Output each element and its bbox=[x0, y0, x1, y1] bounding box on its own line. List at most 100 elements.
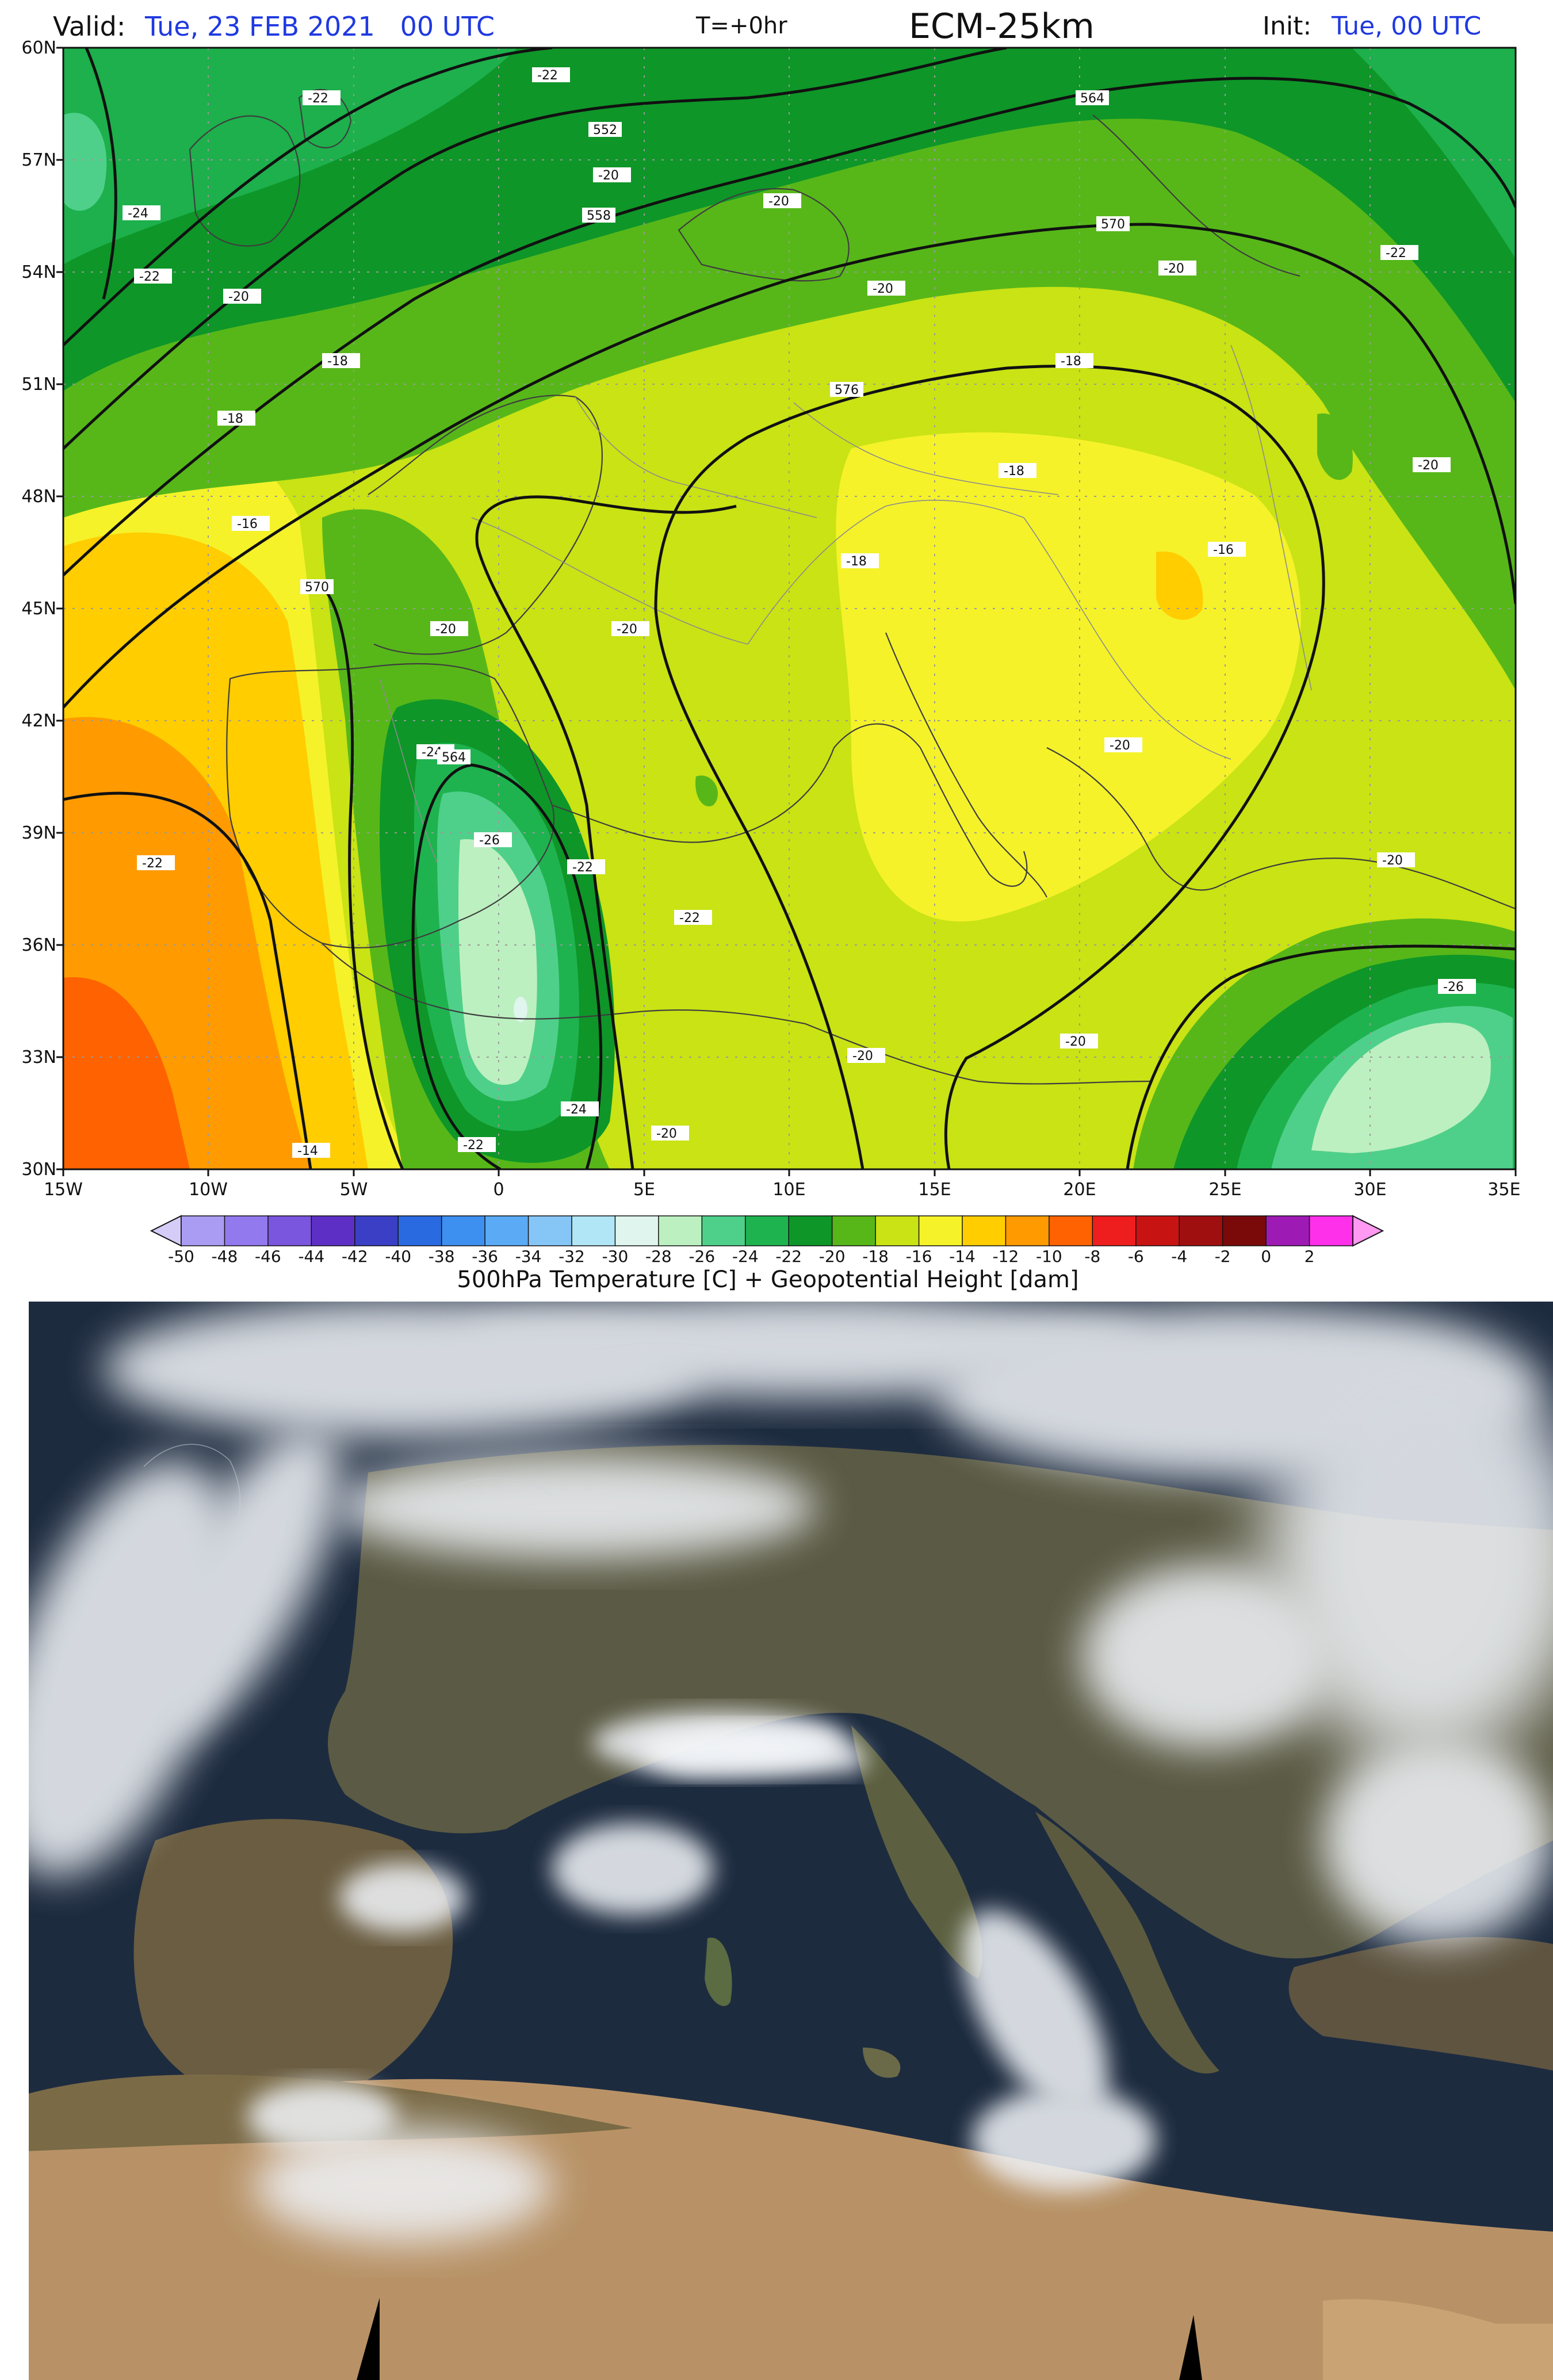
lon-label: 35E bbox=[1487, 1180, 1520, 1200]
colorbar-swatch bbox=[181, 1215, 225, 1246]
colorbar-swatch bbox=[354, 1215, 399, 1246]
temp-label: -22 bbox=[139, 270, 160, 284]
colorbar-low-arrow bbox=[150, 1215, 182, 1247]
temp-label: -20 bbox=[1382, 854, 1403, 868]
contour-label: 576 bbox=[835, 383, 859, 397]
contour-label: 570 bbox=[305, 580, 329, 595]
init-label: Init: bbox=[1263, 12, 1311, 41]
colorbar-swatch bbox=[1309, 1215, 1354, 1246]
colorbar: -50 -48 -46 -44 -42 -40 -38 -36 -34 -32 -30 -28 -26-… bbox=[150, 1215, 1384, 1293]
colorbar-tick-label: -50 bbox=[168, 1247, 194, 1266]
colorbar-swatch bbox=[658, 1215, 703, 1246]
latitude-axis: 60N 57N 54N 51N 48N 45N 42N 39N 36N 33N … bbox=[21, 38, 56, 1180]
colorbar-tick-label: -6 bbox=[1128, 1247, 1144, 1266]
height-contour-labels: 552 558 564 570 576 564 570 bbox=[300, 90, 1130, 765]
colorbar-tick-label: -8 bbox=[1084, 1247, 1100, 1266]
colorbar-tick-label: -28 bbox=[645, 1247, 672, 1266]
colorbar-tick-label: -30 bbox=[602, 1247, 629, 1266]
lat-label: 48N bbox=[21, 487, 56, 507]
colorbar-swatch bbox=[1179, 1215, 1223, 1246]
colorbar-tick-label: -44 bbox=[298, 1247, 324, 1266]
valid-datetime: Tue, 23 FEB 2021 00 UTC bbox=[144, 11, 495, 42]
temperature-field: -22 -22 -24 -22 -20 -18 -18 -16 -20 -20 … bbox=[63, 48, 1516, 1169]
colorbar-tick-label: -18 bbox=[862, 1247, 889, 1266]
colorbar-tick-label: -42 bbox=[342, 1247, 368, 1266]
colorbar-swatch bbox=[918, 1215, 963, 1246]
lat-label: 36N bbox=[21, 935, 56, 955]
lon-label: 15E bbox=[918, 1180, 951, 1200]
axis-ticks bbox=[56, 47, 1517, 1176]
colorbar-tick-label: -38 bbox=[429, 1247, 455, 1266]
colorbar-tick-label: -48 bbox=[212, 1247, 238, 1266]
temp-label: -26 bbox=[1443, 980, 1464, 994]
colorbar-swatch bbox=[788, 1215, 833, 1246]
lon-label: 10W bbox=[189, 1180, 228, 1200]
satellite-image bbox=[29, 1302, 1553, 2380]
temp-label: -20 bbox=[1065, 1035, 1086, 1049]
colorbar-swatch bbox=[397, 1215, 442, 1246]
colorbar-swatch bbox=[1222, 1215, 1267, 1246]
temp-label: -20 bbox=[598, 169, 619, 183]
lat-label: 33N bbox=[21, 1047, 56, 1067]
colorbar-swatch bbox=[614, 1215, 660, 1246]
colorbar-title: 500hPa Temperature [C] + Geopotential He… bbox=[457, 1266, 1078, 1293]
temp-label: -22 bbox=[1386, 246, 1406, 261]
temperature-labels: -22 -22 -24 -22 -20 -18 -18 -16 -20 -20 … bbox=[123, 67, 1476, 1158]
contour-label: 564 bbox=[1080, 91, 1104, 106]
contour-label: 564 bbox=[442, 751, 466, 765]
temp-label: -20 bbox=[1418, 458, 1439, 473]
colorbar-high-arrow bbox=[1352, 1215, 1384, 1247]
colorbar-swatch bbox=[484, 1215, 529, 1246]
colorbar-swatch bbox=[1265, 1215, 1310, 1246]
colorbar-swatches bbox=[181, 1215, 1354, 1246]
lon-label: 5E bbox=[633, 1180, 655, 1200]
temp-label: -18 bbox=[1061, 354, 1081, 369]
temp-label: -20 bbox=[435, 622, 456, 637]
colorbar-tick-label: -16 bbox=[906, 1247, 932, 1266]
lon-label: 0 bbox=[493, 1180, 504, 1200]
lon-label: 15W bbox=[44, 1180, 83, 1200]
temp-label: -20 bbox=[228, 290, 249, 304]
lon-label: 30E bbox=[1353, 1180, 1386, 1200]
temp-label: -22 bbox=[463, 1138, 484, 1153]
contour-label: 552 bbox=[593, 123, 617, 137]
colorbar-swatch bbox=[224, 1215, 269, 1246]
lat-label: 39N bbox=[21, 823, 56, 843]
colorbar-tick-label: -12 bbox=[993, 1247, 1019, 1266]
colorbar-swatch bbox=[527, 1215, 573, 1246]
model-name: ECM-25km bbox=[909, 6, 1095, 47]
colorbar-swatch bbox=[1049, 1215, 1093, 1246]
colorbar-tick-label: -34 bbox=[515, 1247, 542, 1266]
lat-label: 42N bbox=[21, 711, 56, 731]
temp-label: -22 bbox=[537, 68, 558, 83]
colorbar-ticks: -50 -48 -46 -44 -42 -40 -38 -36 -34 -32 -30 -28 -26-… bbox=[168, 1247, 1314, 1266]
lat-label: 60N bbox=[21, 38, 56, 58]
temp-label: -24 bbox=[566, 1103, 587, 1117]
colorbar-tick-label: -46 bbox=[255, 1247, 281, 1266]
temp-label: -22 bbox=[142, 856, 163, 871]
colorbar-swatch bbox=[962, 1215, 1007, 1246]
temp-label: -22 bbox=[572, 860, 593, 875]
init-datetime: Tue, 00 UTC bbox=[1331, 12, 1481, 41]
temp-label: -20 bbox=[1110, 739, 1130, 753]
temp-label: -16 bbox=[237, 517, 258, 531]
temp-label: -14 bbox=[297, 1144, 318, 1158]
lat-label: 54N bbox=[21, 262, 56, 282]
longitude-axis: 15W 10W 5W 0 5E 10E 15E 20E 25E 30E 35E bbox=[44, 1180, 1520, 1200]
colorbar-tick-label: -4 bbox=[1171, 1247, 1187, 1266]
colorbar-tick-label: -36 bbox=[472, 1247, 498, 1266]
colorbar-swatch bbox=[745, 1215, 790, 1246]
colorbar-tick-label: -32 bbox=[559, 1247, 585, 1266]
colorbar-tick-label: -14 bbox=[949, 1247, 976, 1266]
colorbar-swatch bbox=[1005, 1215, 1050, 1246]
contour-label: 558 bbox=[587, 209, 611, 223]
height-contours bbox=[63, 48, 1516, 1169]
contour-label: 570 bbox=[1101, 217, 1125, 232]
temp-label: -20 bbox=[617, 622, 637, 637]
colorbar-swatch bbox=[1135, 1215, 1180, 1246]
colorbar-tick-label: 2 bbox=[1305, 1247, 1315, 1266]
lon-label: 20E bbox=[1063, 1180, 1096, 1200]
temp-label: -18 bbox=[1004, 464, 1024, 479]
temp-label: -20 bbox=[1164, 262, 1184, 276]
